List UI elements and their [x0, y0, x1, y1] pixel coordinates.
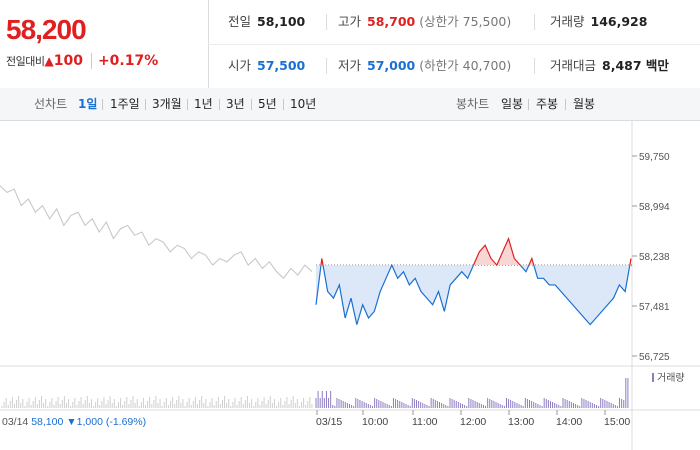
previous-day-info: 03/14 58,100 ▼1,000 (-1.69%) [2, 416, 146, 428]
current-price: 58,200 [6, 14, 87, 45]
series-previous-day [0, 185, 313, 280]
info-prev-close: 전일 58,100 [228, 14, 306, 29]
period-tab-1d[interactable]: 1일 [78, 97, 98, 111]
volume-legend-swatch [652, 373, 654, 382]
candle-chart-label: 봉차트 [456, 97, 490, 111]
change-line: 전일대비▲100 +0.17% [6, 53, 159, 69]
area-below-reference [316, 265, 631, 325]
x-tick-label: 03/15 [316, 416, 342, 428]
period-tab-1w[interactable]: 1주일 [110, 97, 140, 111]
y-tick-label: 57,481 [639, 302, 670, 313]
y-tick-label: 58,994 [639, 202, 670, 213]
period-tab-5y[interactable]: 5년 [258, 97, 277, 111]
price-box: 58,200 전일대비▲100 +0.17% [0, 0, 209, 88]
volume-legend-label: 거래량 [657, 372, 685, 384]
info-row-2: 시가 57,500 저가 57,000 (하한가 40,700) 거래대금 8,487 … [208, 44, 700, 88]
period-tab-3m[interactable]: 3개월 [152, 97, 182, 111]
series-today-below [315, 265, 631, 326]
change-label: 전일대비 [6, 55, 45, 68]
line-chart-label: 선차트 [34, 97, 68, 111]
change-percent: +0.17% [90, 53, 159, 69]
info-high: 고가 58,700 (상한가 75,500) [338, 14, 512, 29]
x-tick-label: 14:00 [556, 416, 582, 428]
candle-tab-monthly[interactable]: 월봉 [573, 97, 596, 111]
up-arrow-icon: ▲ [44, 54, 54, 68]
info-low: 저가 57,000 (하한가 40,700) [338, 58, 512, 73]
period-tab-10y[interactable]: 10년 [290, 97, 317, 111]
period-tab-1y[interactable]: 1년 [194, 97, 213, 111]
y-tick-label: 59,750 [639, 152, 670, 163]
change-value: 100 [53, 53, 83, 69]
candle-tab-daily[interactable]: 일봉 [501, 97, 524, 111]
price-chart: 59,750 58,994 58,238 57,481 56,725 거래량 03/14… [0, 120, 700, 450]
info-row-1: 전일 58,100 고가 58,700 (상한가 75,500) 거래량 146,928 [208, 0, 700, 45]
quote-summary: 58,200 전일대비▲100 +0.17% 전일 58,100 고가 58,700(… [0, 0, 700, 89]
x-tick-label: 15:00 [604, 416, 630, 428]
period-tab-3y[interactable]: 3년 [226, 97, 245, 111]
info-volume: 거래량 146,928 [550, 14, 648, 29]
x-tick-label: 12:00 [460, 416, 486, 428]
info-open: 시가 57,500 [228, 58, 306, 73]
candle-tab-weekly[interactable]: 주봉 [536, 97, 559, 111]
info-trade-value: 거래대금 8,487 백만 [550, 58, 669, 73]
x-tick-label: 11:00 [412, 416, 438, 428]
x-tick-label: 13:00 [508, 416, 534, 428]
chart-toolbar: 선차트 1일 1주일 3개월 1년 3년 5년 10년 봉차트 일봉 주봉 월봉 [0, 88, 700, 121]
x-tick-label: 10:00 [362, 416, 388, 428]
y-tick-label: 58,238 [639, 252, 670, 263]
y-tick-label: 56,725 [639, 352, 670, 363]
